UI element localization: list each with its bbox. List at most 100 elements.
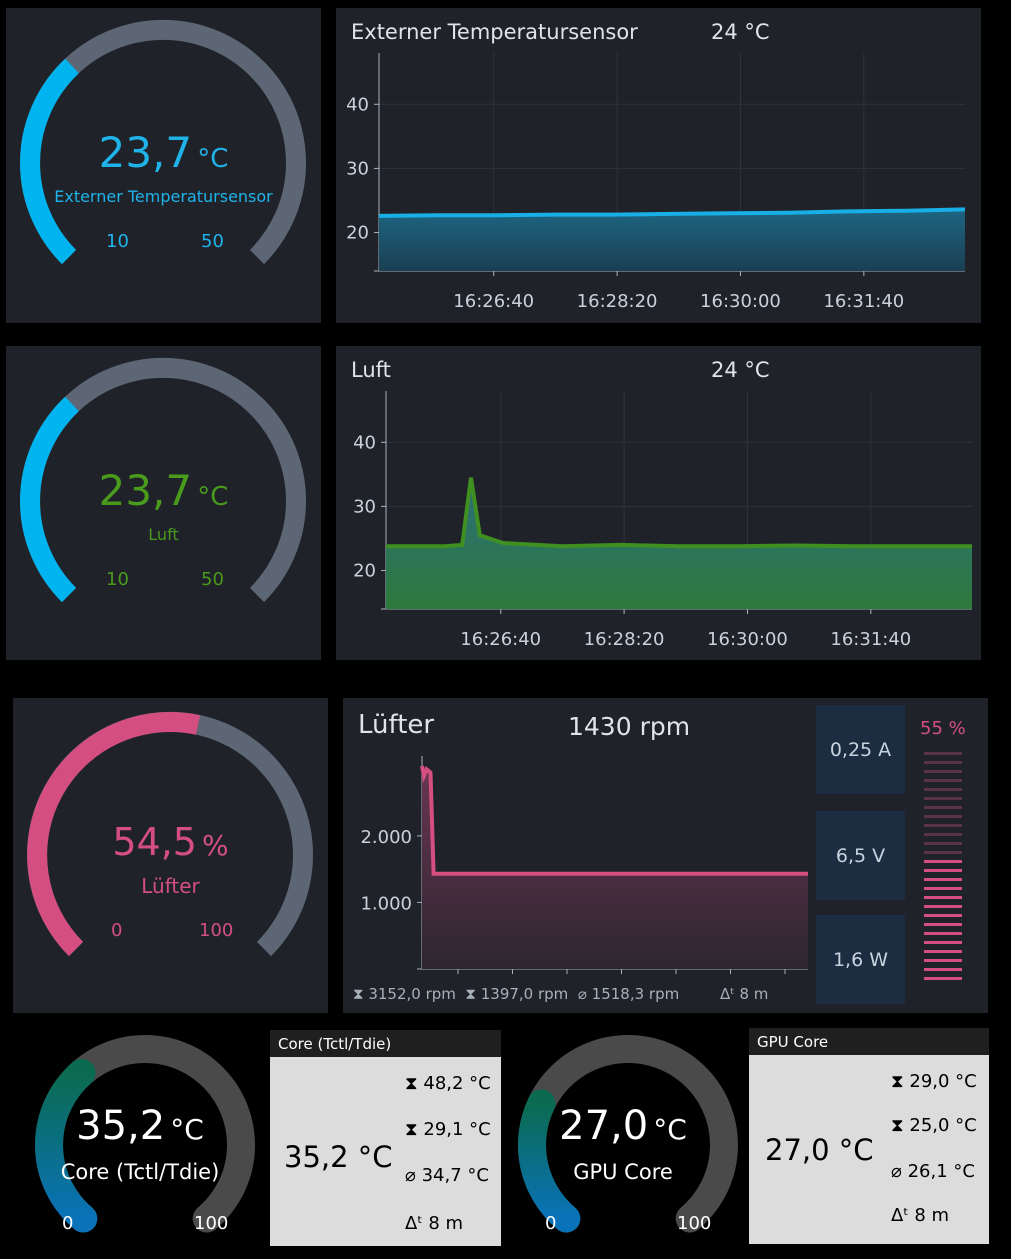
avg-icon: ⌀	[577, 985, 587, 1003]
min-icon: ⧗	[405, 1119, 418, 1140]
series-area	[379, 209, 965, 271]
current-stat: 0,25 A	[816, 705, 905, 794]
avg-icon: ⌀	[405, 1165, 416, 1186]
gauge-unit: %	[202, 829, 229, 862]
gauge-gpu: 27,0 °C GPU Core 0 100	[503, 1030, 743, 1250]
gauge-label: Luft	[148, 525, 179, 544]
gauge-label: Externer Temperatursensor	[54, 187, 273, 206]
gauge-value: 23,7	[98, 128, 193, 177]
percent-bar-segment	[924, 761, 962, 764]
gauge-label: Lüfter	[141, 874, 200, 898]
gauge-min: 0	[111, 920, 123, 941]
y-tick-label: 40	[346, 94, 369, 115]
percent-bar-segment	[924, 878, 962, 881]
chart-panel-luft: Luft 24 °C 16:26:40 16:28:20 16:30:00 16:31…	[336, 346, 981, 660]
card-avg: 26,1 °C	[907, 1161, 975, 1182]
series-line	[386, 477, 972, 549]
delta-t-icon: Δᵗ	[891, 1205, 909, 1226]
chart-current-value: 1430 rpm	[568, 712, 691, 741]
percent-label: 55 %	[920, 718, 966, 739]
chart-current-value: 24 °C	[711, 358, 770, 382]
gauge-max: 50	[201, 231, 224, 252]
percent-bar-segment	[924, 806, 962, 809]
percent-bar-segment	[924, 797, 962, 800]
min-value: 1397,0 rpm	[480, 985, 569, 1003]
percent-bar-segment	[924, 860, 962, 863]
percent-bar-segment	[924, 923, 962, 926]
gauge-unit: °C	[197, 482, 229, 512]
card-min: 29,1 °C	[423, 1119, 491, 1140]
chart-panel-external: Externer Temperatursensor 24 °C 16:26:40…	[336, 8, 981, 323]
chart-title: Luft	[351, 358, 391, 382]
gauge-max: 50	[201, 569, 224, 590]
gpu-stats-card: GPU Core 27,0 °C ⧗ 29,0 °C ⧗ 25,0 °C ⌀ 2…	[749, 1028, 989, 1244]
percent-bar-segment	[924, 779, 962, 782]
y-tick-label: 30	[353, 496, 376, 517]
x-tick-label: 16:31:40	[823, 291, 904, 312]
y-tick-label: 40	[353, 432, 376, 453]
card-span: 8 m	[914, 1205, 950, 1226]
percent-bar-segment	[924, 788, 962, 791]
gauge-arc-external	[20, 19, 306, 265]
series-area	[422, 766, 808, 969]
card-title: GPU Core	[749, 1028, 989, 1055]
gauge-label: Core (Tctl/Tdie)	[60, 1160, 220, 1184]
avg-icon: ⌀	[891, 1161, 902, 1182]
fan-rpm-chart: 2.000 1.000	[360, 756, 808, 974]
card-avg: 34,7 °C	[421, 1165, 489, 1186]
percent-bar-segment	[924, 869, 962, 872]
percent-bar-segment	[924, 770, 962, 773]
y-tick-label: 20	[346, 223, 369, 244]
gauge-value: 27,0	[559, 1103, 649, 1149]
x-tick-label: 16:26:40	[460, 629, 541, 650]
gauge-min: 0	[545, 1213, 557, 1234]
max-icon: ⧗	[405, 1073, 418, 1094]
y-tick-label: 1.000	[360, 893, 412, 914]
gauge-max: 100	[194, 1213, 229, 1234]
gauge-min: 10	[106, 231, 129, 252]
max-icon: ⧗	[891, 1071, 904, 1092]
gauge-cpu: 35,2 °C Core (Tctl/Tdie) 0 100	[20, 1030, 260, 1250]
gauge-label: GPU Core	[573, 1160, 673, 1184]
y-tick-label: 20	[353, 561, 376, 582]
gauge-min: 0	[62, 1213, 74, 1234]
gauge-arc-cpu	[35, 1034, 255, 1233]
card-current: 27,0 °C	[765, 1133, 874, 1167]
temperature-chart-luft: 16:26:40 16:28:20 16:30:00 16:31:40 40 30 20	[353, 391, 972, 650]
series-line	[420, 765, 808, 876]
gauge-max: 100	[677, 1213, 712, 1234]
gauge-arc-fan	[27, 711, 313, 957]
x-tick-label: 16:28:20	[584, 629, 665, 650]
chart-title: Lüfter	[358, 710, 435, 740]
delta-t-icon: Δᵗ	[720, 985, 735, 1003]
percent-bar-segment	[924, 932, 962, 935]
gauge-value: 23,7	[98, 466, 193, 515]
x-tick-label: 16:30:00	[707, 629, 788, 650]
percent-bar-segment	[924, 959, 962, 962]
percent-bar-segment	[924, 824, 962, 827]
x-tick-label: 16:30:00	[700, 291, 781, 312]
x-tick-label: 16:26:40	[453, 291, 534, 312]
series-area	[386, 477, 972, 609]
percent-bar-segment	[924, 968, 962, 971]
percent-bar-segment	[924, 914, 962, 917]
card-max: 48,2 °C	[423, 1073, 491, 1094]
span-value: 8 m	[739, 985, 769, 1003]
card-min: 25,0 °C	[909, 1115, 977, 1136]
x-tick-label: 16:31:40	[830, 629, 911, 650]
percent-bar-segment	[924, 815, 962, 818]
percent-bar-segment	[924, 977, 962, 980]
max-icon: ⧗	[353, 985, 364, 1003]
gauge-value: 35,2	[76, 1103, 166, 1149]
card-span: 8 m	[428, 1213, 464, 1234]
gauge-max: 100	[199, 920, 234, 941]
min-icon: ⧗	[465, 985, 476, 1003]
card-title: Core (Tctl/Tdie)	[270, 1030, 501, 1057]
power-stat: 1,6 W	[816, 915, 905, 1004]
percent-bar-segment	[924, 887, 962, 890]
gauge-arc-luft	[20, 357, 306, 603]
cpu-stats-card: Core (Tctl/Tdie) 35,2 °C ⧗ 48,2 °C ⧗ 29,…	[270, 1030, 501, 1246]
percent-bar-segment	[924, 950, 962, 953]
gauge-unit: °C	[197, 144, 229, 174]
gauge-value: 54,5	[112, 820, 197, 864]
